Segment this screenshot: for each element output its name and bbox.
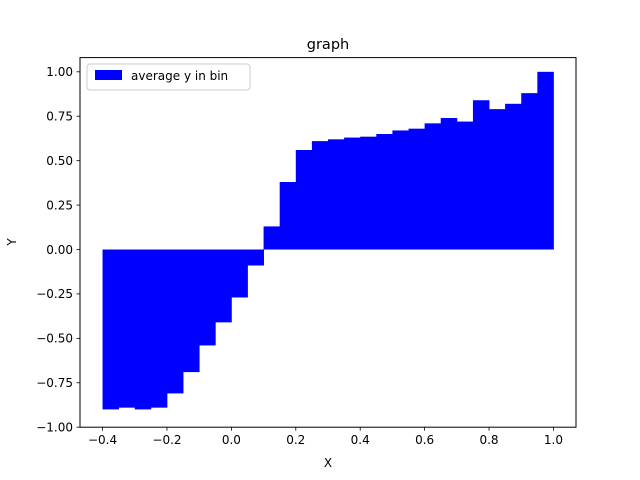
bar <box>408 128 426 250</box>
bar <box>199 249 216 346</box>
plot-frame <box>79 57 577 428</box>
bar <box>456 121 474 250</box>
bar <box>360 136 377 250</box>
bar <box>344 137 361 250</box>
bar <box>376 134 393 250</box>
bar <box>472 100 490 250</box>
y-tick-label: −0.50 <box>36 332 73 346</box>
legend-box <box>86 63 251 91</box>
bar <box>102 249 120 410</box>
bar <box>489 109 506 250</box>
bar <box>279 181 297 250</box>
legend-swatch <box>95 70 122 80</box>
bar <box>247 249 264 266</box>
bar <box>328 139 345 250</box>
bars-group <box>102 71 554 410</box>
x-tick-label: 0.8 <box>479 433 498 447</box>
bar <box>505 103 522 250</box>
bar <box>134 249 152 410</box>
y-tick-label: −0.75 <box>36 376 73 390</box>
x-axis-label: X <box>324 456 332 470</box>
y-tick-label: −0.25 <box>36 287 73 301</box>
bar <box>424 123 442 250</box>
bar <box>537 71 554 250</box>
y-ticks-group: −1.00 −0.75 −0.50 −0.25 0.00 0.25 0.50 0.75 1.00 <box>36 65 80 435</box>
x-tick-label: 0.2 <box>286 433 305 447</box>
y-axis-label: Y <box>5 238 19 247</box>
bar <box>521 93 538 250</box>
x-tick-label: 1.0 <box>544 433 563 447</box>
bar <box>231 249 248 298</box>
bar <box>311 141 329 250</box>
x-tick-label: 0.6 <box>415 433 434 447</box>
x-tick-label: 0.0 <box>222 433 241 447</box>
bar <box>440 118 458 250</box>
bar <box>183 249 200 373</box>
legend-label: average y in bin <box>131 69 228 83</box>
x-tick-label: 0.4 <box>351 433 370 447</box>
bar <box>150 249 168 408</box>
y-tick-label: 0.00 <box>46 243 73 257</box>
bar <box>118 249 136 408</box>
legend: average y in bin <box>86 63 251 91</box>
y-tick-label: 0.25 <box>46 198 73 212</box>
x-tick-label: −0.4 <box>88 433 117 447</box>
bar <box>215 249 232 323</box>
y-tick-label: −1.00 <box>36 421 73 435</box>
y-tick-label: 0.50 <box>46 154 73 168</box>
chart-title: graph <box>307 37 349 53</box>
bar <box>166 249 184 394</box>
bar <box>392 130 409 250</box>
x-ticks-group: −0.4 −0.2 0.0 0.2 0.4 0.6 0.8 1.0 <box>88 427 563 447</box>
y-tick-label: 1.00 <box>46 65 73 79</box>
y-tick-label: 0.75 <box>46 110 73 124</box>
bar <box>295 150 313 250</box>
bar <box>263 226 281 250</box>
x-tick-label: −0.2 <box>152 433 181 447</box>
